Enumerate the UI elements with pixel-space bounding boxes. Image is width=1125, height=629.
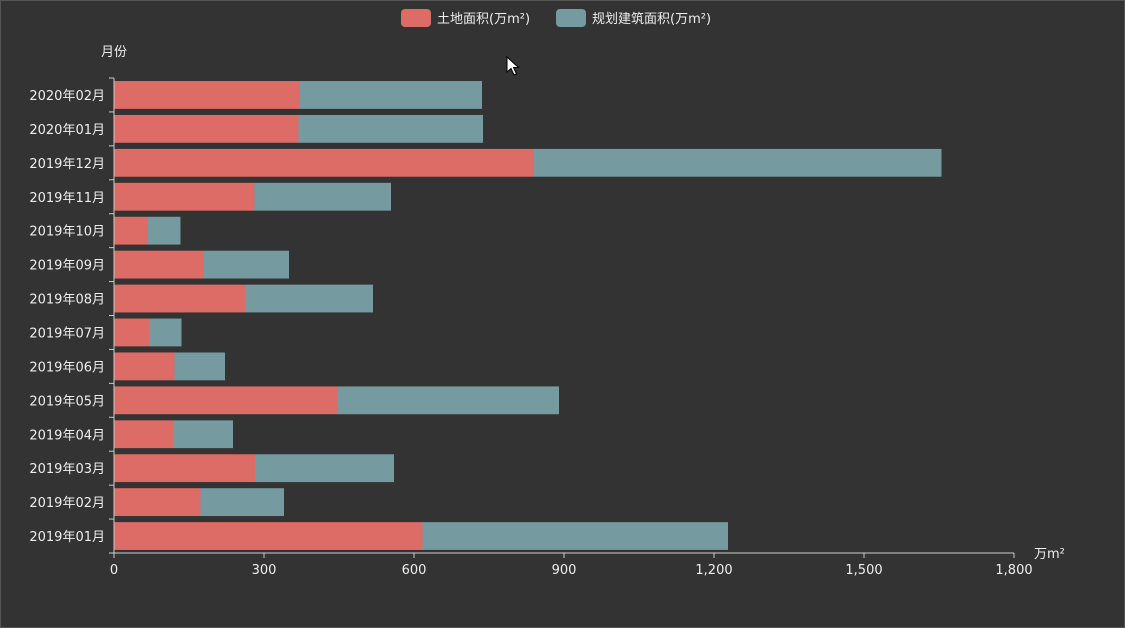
bar-2019年01月-series-2[interactable] [422,522,729,550]
legend-item-2[interactable]: 规划建筑面积(万m²) [556,9,711,27]
legend-item-1[interactable]: 土地面积(万m²) [401,9,530,27]
x-tick-label: 1,200 [695,563,732,578]
bar-2019年12月-series-1[interactable] [114,148,534,177]
legend-label-1: 土地面积(万m²) [437,12,530,27]
bar-2019年06月-series-2[interactable] [174,352,226,381]
y-tick-label: 2020年02月 [29,89,105,104]
bar-2019年09月-series-2[interactable] [203,250,290,279]
bars-layer [114,81,942,550]
bar-2019年05月-series-2[interactable] [337,386,560,415]
legend-swatch-2 [556,9,586,27]
y-tick-label: 2019年02月 [29,496,105,511]
x-tick-label: 1,500 [845,563,882,578]
bar-2019年08月-series-1[interactable] [114,284,246,313]
y-tick-label: 2019年01月 [29,530,105,545]
bar-2019年11月-series-2[interactable] [254,182,392,211]
y-tick-label: 2019年06月 [29,360,105,375]
bar-2019年05月-series-1[interactable] [114,386,338,415]
bar-2019年02月-series-2[interactable] [200,488,285,517]
y-tick-label: 2019年05月 [29,394,105,409]
bar-2020年01月-series-1[interactable] [114,114,299,143]
y-tick-label: 2019年11月 [29,191,105,206]
x-axis: 0 300 600 900 1,200 1,500 1,800 [110,552,1033,578]
mouse-cursor-icon [506,56,520,76]
y-tick-label: 2019年04月 [29,428,105,443]
bar-2019年03月-series-1[interactable] [114,454,255,483]
y-axis: 2019年01月 2019年02月 2019年03月 2019年04月 2019年05月… [29,77,115,554]
y-axis-label: 月份 [101,45,127,60]
bar-2019年10月-series-1[interactable] [114,216,148,245]
y-tick-label: 2020年01月 [29,123,105,138]
bar-2019年03月-series-2[interactable] [255,454,394,483]
bar-2019年04月-series-1[interactable] [114,420,174,449]
bar-2020年02月-series-1[interactable] [114,81,300,109]
y-tick-label: 2019年08月 [29,293,105,308]
bar-2020年01月-series-2[interactable] [298,114,484,143]
x-tick-label: 300 [252,563,277,578]
y-tick-label: 2019年10月 [29,225,105,240]
x-tick-label: 1,800 [995,563,1032,578]
bar-2019年08月-series-2[interactable] [245,284,374,313]
bar-2019年12月-series-2[interactable] [534,148,942,177]
bar-2019年01月-series-1[interactable] [114,522,423,550]
y-tick-label: 2019年12月 [29,157,105,172]
x-tick-label: 0 [110,563,118,578]
x-tick-label: 900 [552,563,577,578]
bar-2019年09月-series-1[interactable] [114,250,204,279]
bar-2019年02月-series-1[interactable] [114,488,201,517]
bar-2019年07月-series-2[interactable] [149,318,182,347]
legend: 土地面积(万m²) 规划建筑面积(万m²) [401,9,711,27]
y-tick-label: 2019年03月 [29,462,105,477]
legend-swatch-1 [401,9,431,27]
bar-2020年02月-series-2[interactable] [299,81,483,109]
x-axis-label: 万m² [1034,547,1065,562]
bar-2019年07月-series-1[interactable] [114,318,150,347]
y-tick-label: 2019年07月 [29,326,105,341]
y-tick-label: 2019年09月 [29,259,105,274]
bar-2019年11月-series-1[interactable] [114,182,255,211]
bar-2019年10月-series-2[interactable] [147,216,181,245]
bar-2019年06月-series-1[interactable] [114,352,175,381]
bar-2019年04月-series-2[interactable] [173,420,234,449]
legend-label-2: 规划建筑面积(万m²) [592,11,711,27]
x-tick-label: 600 [402,563,427,578]
